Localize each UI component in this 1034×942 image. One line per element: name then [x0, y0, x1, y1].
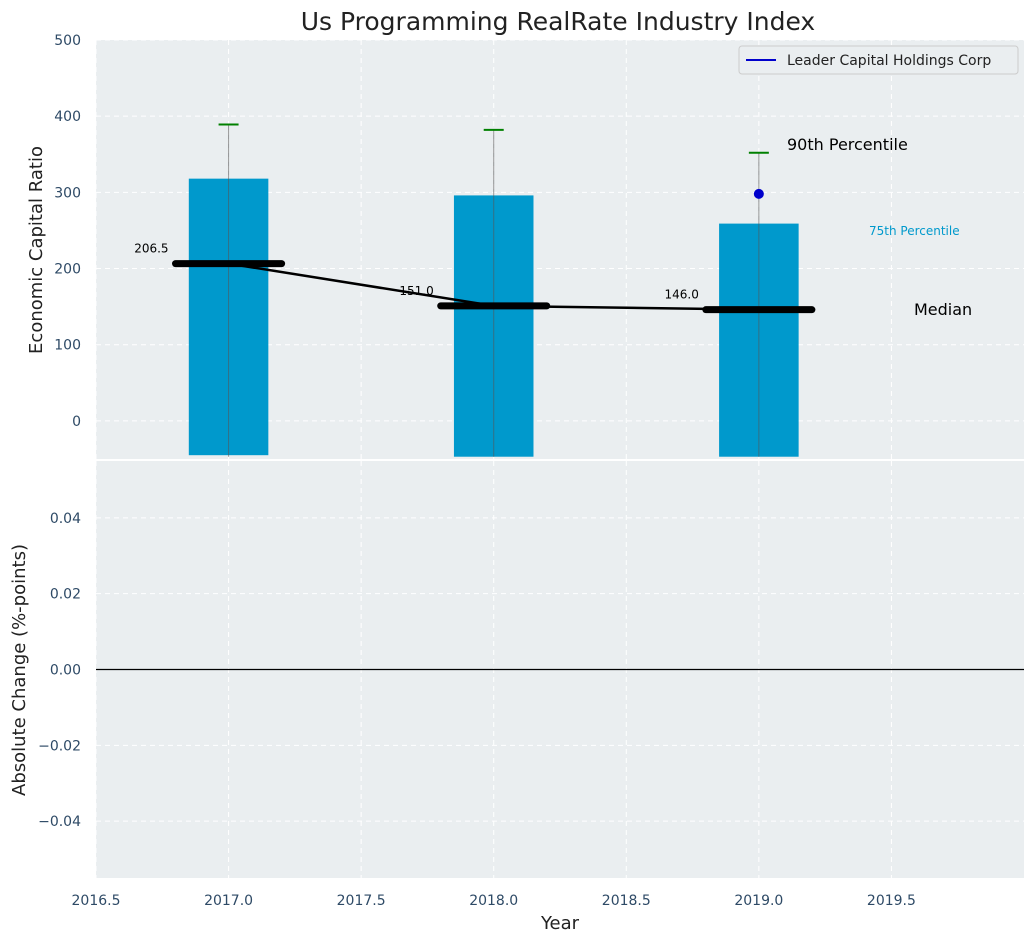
top-panel: 206.5 151.0 146.0 0 100 200 300 400 500 Economi… — [26, 33, 1024, 459]
bottom-grid — [95, 461, 1024, 878]
top-y-tick-label: 200 — [54, 262, 81, 278]
top-y-tick-label: 300 — [54, 185, 81, 201]
top-y-tick-label: 500 — [54, 33, 81, 49]
bottom-y-tick-label: 0.00 — [50, 663, 81, 679]
median-annotation: Median — [914, 300, 972, 319]
median-value-label: 146.0 — [664, 288, 698, 302]
median-value-label: 151.0 — [399, 284, 433, 298]
bottom-y-tick-label: −0.04 — [38, 814, 81, 830]
x-tick-label: 2017.0 — [204, 893, 253, 909]
x-tick-label: 2019.5 — [867, 893, 916, 909]
bottom-y-axis-title: Absolute Change (%-points) — [9, 544, 30, 796]
top-whiskers — [218, 123, 769, 457]
median-value-label: 206.5 — [134, 242, 168, 256]
top-y-tick-label: 0 — [72, 414, 81, 430]
x-axis-title: Year — [540, 913, 580, 934]
top-y-tick-label: 100 — [54, 338, 81, 354]
top-y-tick-label: 400 — [54, 109, 81, 125]
p90-annotation: 90th Percentile — [787, 135, 908, 154]
top-y-ticks: 0 100 200 300 400 500 — [54, 33, 81, 430]
bottom-y-tick-label: 0.02 — [50, 587, 81, 603]
x-tick-label: 2016.5 — [72, 893, 121, 909]
x-tick-label: 2018.0 — [469, 893, 518, 909]
x-tick-label: 2017.5 — [337, 893, 386, 909]
x-tick-label: 2018.5 — [602, 893, 651, 909]
median-series: 206.5 151.0 146.0 — [134, 188, 816, 314]
company-point — [753, 188, 764, 199]
x-ticks: 2016.5 2017.0 2017.5 2018.0 2018.5 2019.0 2019… — [72, 893, 916, 909]
top-y-axis-title: Economic Capital Ratio — [26, 146, 47, 354]
legend: Leader Capital Holdings Corp — [738, 45, 1019, 75]
legend-entry-label: Leader Capital Holdings Corp — [787, 53, 991, 69]
legend-box — [738, 45, 1019, 75]
x-tick-label: 2019.0 — [734, 893, 783, 909]
bottom-y-tick-label: −0.02 — [38, 738, 81, 754]
bottom-y-tick-label: 0.04 — [50, 511, 81, 527]
bottom-panel: −0.04 −0.02 0.00 0.02 0.04 Absolute Change (… — [9, 461, 1024, 878]
chart-title: Us Programming RealRate Industry Index — [301, 7, 815, 36]
bottom-y-ticks: −0.04 −0.02 0.00 0.02 0.04 — [38, 511, 81, 830]
p75-annotation: 75th Percentile — [869, 224, 960, 238]
